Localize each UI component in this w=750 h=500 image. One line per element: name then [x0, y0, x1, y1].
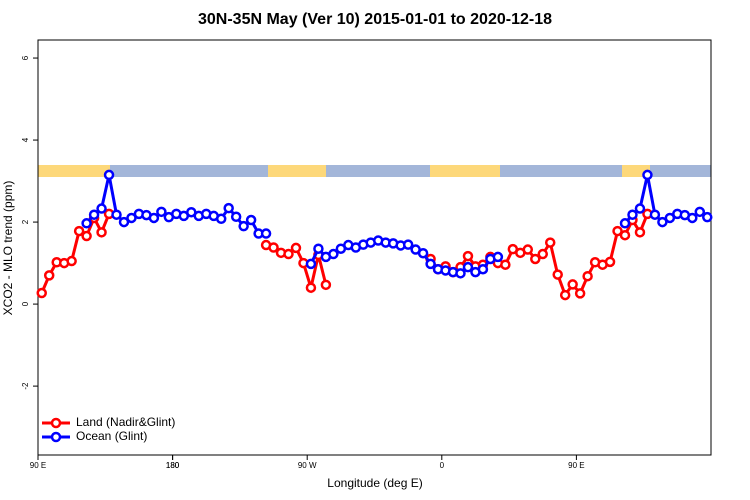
legend-marker	[50, 431, 62, 443]
data-point	[417, 247, 429, 259]
data-point	[522, 244, 534, 255]
data-point	[223, 202, 234, 214]
data-point	[156, 206, 167, 218]
data-point	[664, 212, 676, 224]
series-line	[40, 213, 649, 299]
data-point	[634, 203, 646, 214]
x-tick-label: 180	[166, 461, 180, 470]
data-point	[66, 255, 77, 267]
legend-label: Ocean (Glint)	[76, 429, 147, 443]
data-point	[111, 209, 122, 220]
data-point	[604, 256, 616, 268]
data-point	[544, 237, 556, 248]
y-tick-label: -2	[21, 382, 30, 390]
data-point	[627, 209, 638, 220]
data-point	[43, 270, 55, 281]
legend-label: Land (Nadir&Glint)	[76, 415, 175, 429]
data-point	[567, 279, 578, 290]
data-point	[559, 289, 571, 301]
data-point	[238, 220, 249, 232]
y-tick-label: 6	[21, 55, 30, 60]
data-point	[477, 263, 489, 275]
x-tick-label: 90 W	[298, 461, 317, 470]
data-point	[230, 211, 242, 222]
data-point	[290, 242, 302, 254]
series-line	[85, 174, 709, 275]
data-point	[619, 229, 631, 241]
data-point	[305, 258, 317, 270]
y-axis-label: XCO2 - MLO trend (ppm)	[1, 181, 15, 316]
data-point	[574, 288, 586, 299]
data-point	[260, 228, 272, 239]
data-point	[305, 282, 317, 293]
data-point	[103, 169, 115, 181]
y-tick-label: 2	[21, 219, 30, 224]
data-point	[500, 259, 511, 270]
data-point	[245, 214, 257, 226]
data-point	[81, 218, 92, 229]
x-tick-label: 180	[166, 461, 180, 470]
data-point	[313, 243, 324, 254]
y-tick-label: 0	[21, 301, 30, 306]
x-tick-label: 90 E	[30, 461, 46, 470]
data-point	[492, 251, 504, 263]
land-mask-strip	[38, 165, 711, 177]
data-point	[642, 169, 653, 181]
data-point	[215, 213, 227, 225]
data-point	[687, 212, 698, 224]
data-point	[702, 211, 713, 223]
data-point	[634, 227, 646, 238]
data-point	[694, 206, 706, 218]
land-strip	[38, 165, 110, 177]
data-point	[81, 230, 92, 242]
data-point	[619, 218, 631, 229]
data-point	[537, 248, 548, 260]
data-point	[455, 268, 466, 279]
data-point	[657, 216, 668, 228]
data-point	[126, 212, 137, 224]
data-point	[148, 212, 160, 224]
data-point	[530, 253, 541, 265]
data-point	[283, 248, 294, 260]
y-tick-label: 4	[21, 137, 30, 142]
data-point	[462, 250, 474, 262]
data-point	[649, 209, 661, 220]
data-point	[118, 216, 130, 228]
x-axis-label: Longitude (deg E)	[327, 476, 422, 490]
data-point	[96, 227, 107, 238]
data-point	[328, 248, 339, 260]
ocean-strip	[38, 165, 711, 177]
data-point	[612, 225, 623, 237]
data-point	[96, 203, 107, 214]
plot-frame	[37, 39, 712, 456]
land-strip	[268, 165, 326, 177]
legend-marker	[50, 417, 62, 429]
data-point	[268, 242, 279, 253]
data-point	[552, 269, 563, 280]
x-tick-label: 0	[440, 461, 445, 470]
data-point	[425, 258, 436, 270]
data-point	[88, 209, 100, 220]
data-point	[402, 239, 414, 250]
data-point	[462, 261, 474, 273]
data-point	[73, 225, 85, 237]
data-point	[320, 279, 332, 291]
data-point	[36, 287, 47, 299]
chart-title: 30N-35N May (Ver 10) 2015-01-01 to 2020-…	[198, 11, 552, 28]
land-strip	[430, 165, 500, 177]
x-tick-label: 90 E	[568, 461, 584, 470]
data-point	[582, 270, 593, 282]
